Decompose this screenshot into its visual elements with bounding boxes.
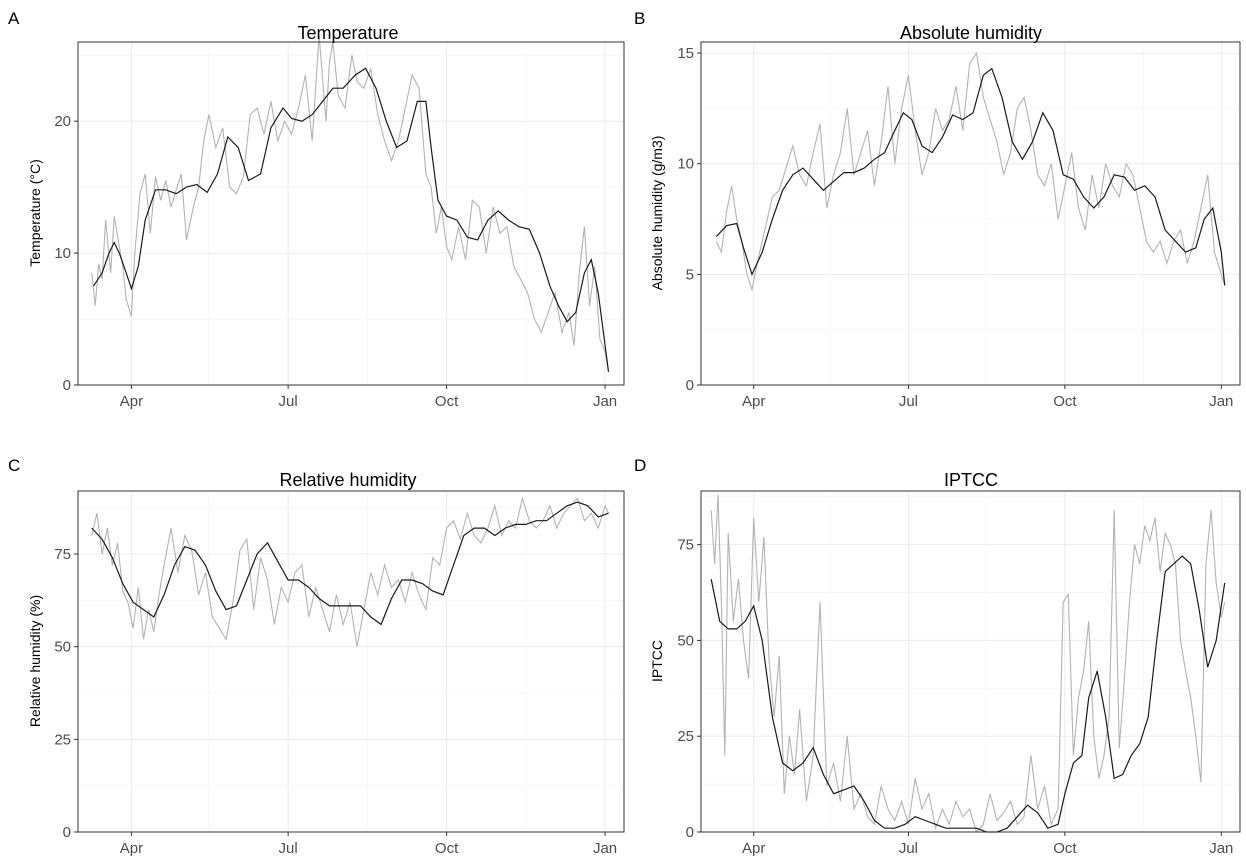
panel-title: Absolute humidity — [900, 23, 1042, 43]
y-tick-label: 50 — [677, 632, 694, 649]
chart-panel-d: 0 25 50 75 Apr Jul Oct Jan D IPTCC IPTCC — [634, 456, 1241, 857]
y-tick-label: 25 — [677, 728, 694, 745]
y-tick-label: 5 — [686, 266, 694, 283]
panel-letter: A — [8, 9, 20, 28]
y-axis-label: Temperature (°C) — [27, 159, 43, 267]
panel-title: Relative humidity — [279, 470, 416, 490]
x-tick-label: Oct — [435, 840, 459, 857]
smoothed-series-line — [710, 555, 1226, 833]
chart-panel-c: 0 25 50 75 Apr Jul Oct Jan C Relative humidity Rel… — [8, 456, 625, 857]
y-tick-label: 10 — [677, 156, 694, 173]
y-tick-label: 25 — [54, 731, 71, 748]
panel-letter: D — [634, 456, 646, 475]
x-tick-label: Jan — [1209, 840, 1233, 857]
smoothed-series-line — [91, 501, 609, 626]
x-tick-label: Jul — [279, 840, 298, 857]
y-axis-label: Absolute humidity (g/m3) — [649, 136, 665, 291]
x-tick-label: Jul — [899, 393, 918, 410]
chart-panel-b: 0 5 10 15 Apr Jul Oct Jan B Absolute humidity Abso… — [634, 9, 1241, 410]
y-tick-label: 20 — [54, 113, 71, 130]
x-tick-label: Apr — [742, 393, 765, 410]
y-tick-label: 10 — [54, 245, 71, 262]
y-axis-label: IPTCC — [649, 640, 665, 682]
x-tick-label: Jul — [899, 840, 918, 857]
y-tick-label: 15 — [677, 45, 694, 62]
x-tick-label: Apr — [742, 840, 765, 857]
smoothed-series-line — [715, 67, 1226, 286]
y-tick-label: 75 — [677, 537, 694, 554]
x-tick-label: Jul — [279, 393, 298, 410]
x-tick-label: Oct — [1053, 393, 1077, 410]
plot-frame — [77, 41, 625, 386]
daily-series-line — [91, 496, 609, 647]
plot-frame — [700, 490, 1241, 833]
plot-frame — [700, 41, 1241, 386]
y-tick-label: 0 — [686, 377, 694, 394]
smoothed-series-line — [92, 67, 610, 372]
x-tick-label: Oct — [1053, 840, 1077, 857]
daily-series-line — [710, 494, 1226, 834]
panel-letter: B — [634, 9, 645, 28]
panel-title: IPTCC — [944, 470, 998, 490]
chart-panel-a: 0 10 20 Apr Jul Oct Jan A Temperature Temperature… — [8, 9, 625, 410]
x-tick-label: Jan — [593, 393, 617, 410]
y-tick-label: 75 — [54, 546, 71, 563]
daily-series-line — [91, 35, 610, 372]
panel-title: Temperature — [297, 23, 398, 43]
x-tick-label: Jan — [1209, 393, 1233, 410]
y-tick-label: 0 — [63, 377, 71, 394]
y-tick-label: 50 — [54, 639, 71, 656]
y-axis-label: Relative humidity (%) — [27, 595, 43, 727]
x-tick-label: Jan — [593, 840, 617, 857]
plot-frame — [77, 490, 625, 833]
panel-letter: C — [8, 456, 20, 475]
y-tick-label: 0 — [63, 824, 71, 841]
x-tick-label: Apr — [120, 393, 143, 410]
daily-series-line — [715, 51, 1226, 292]
y-tick-label: 0 — [686, 824, 694, 841]
x-tick-label: Apr — [120, 840, 143, 857]
x-tick-label: Oct — [435, 393, 459, 410]
